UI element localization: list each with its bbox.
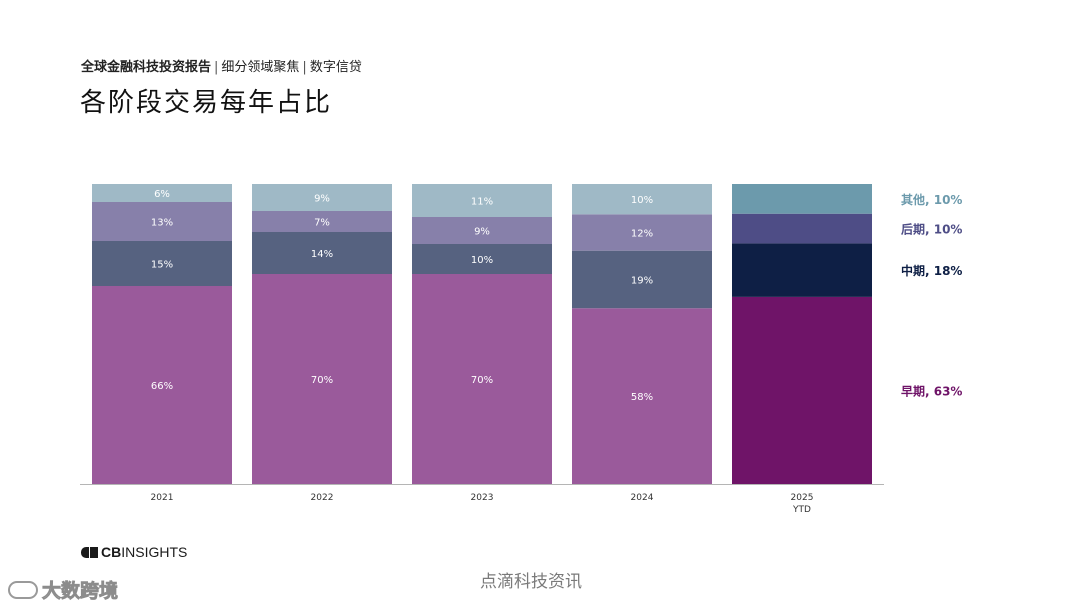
x-tick-label-2023: 2023 (471, 493, 494, 503)
data-label-2024-中期: 19% (631, 275, 653, 286)
data-label-2021-后期: 13% (151, 218, 173, 229)
watermark-left: 大数跨境 (8, 576, 118, 603)
bar-segment-2021-其他 (92, 184, 232, 202)
bar-segment-2024-中期 (572, 250, 712, 309)
bar-segment-2022-其他 (252, 184, 392, 211)
legend-item-中期: 中期, 18% (901, 263, 962, 278)
x-tick-label-2024: 2024 (631, 493, 654, 503)
watermark-icon (8, 580, 38, 599)
x-tick-sublabel-2025: YTD (792, 505, 811, 515)
x-tick-label-2022: 2022 (311, 493, 334, 503)
bar-segment-2025-后期 (732, 213, 872, 244)
bar-segment-2022-后期 (252, 211, 392, 232)
data-label-2021-其他: 6% (154, 189, 170, 200)
data-label-2022-早期: 70% (311, 375, 333, 386)
bar-segment-2025-其他 (732, 184, 872, 214)
bar-segment-2022-早期 (252, 274, 392, 484)
bar-segment-2025-早期 (732, 296, 872, 484)
data-label-2023-其他: 11% (471, 197, 493, 208)
legend-item-其他: 其他, 10% (901, 192, 962, 207)
watermark-left-text: 大数跨境 (42, 580, 119, 603)
data-label-2024-后期: 12% (631, 228, 653, 239)
data-label-2022-后期: 7% (314, 218, 330, 229)
data-label-2021-早期: 66% (151, 381, 173, 392)
data-label-2023-中期: 10% (471, 255, 493, 266)
bar-segment-2023-中期 (412, 244, 552, 274)
report-name: 全球金融科技投资报告 (81, 60, 212, 75)
x-tick-label-2025: 2025 (791, 493, 814, 503)
bar-segment-2021-后期 (92, 202, 232, 241)
cb-insights-logo: CB INSIGHTS (81, 544, 187, 560)
bar-segment-2022-中期 (252, 232, 392, 274)
bar-segment-2024-早期 (572, 308, 712, 484)
data-label-2023-后期: 9% (474, 227, 490, 238)
bar-segment-2023-其他 (412, 184, 552, 217)
data-label-2021-中期: 15% (151, 260, 173, 271)
data-label-2022-中期: 14% (311, 249, 333, 260)
report-breadcrumb: 全球金融科技投资报告 | 细分领域聚焦 | 数字信贷 (81, 56, 362, 75)
bar-segment-2023-后期 (412, 217, 552, 244)
bar-segment-2024-后期 (572, 214, 712, 251)
logo-text-rest: INSIGHTS (121, 544, 188, 560)
bar-segment-2024-其他 (572, 184, 712, 215)
breadcrumb-separator: | (214, 60, 219, 75)
bar-segment-2021-中期 (92, 241, 232, 286)
bar-segment-2021-早期 (92, 286, 232, 484)
logo-text-bold: CB (101, 544, 122, 560)
data-label-2024-其他: 10% (631, 195, 653, 206)
legend-item-后期: 后期, 10% (901, 222, 962, 237)
data-label-2022-其他: 9% (314, 194, 330, 205)
cb-insights-logo-icon (81, 546, 98, 558)
x-tick-label-2021: 2021 (151, 493, 174, 503)
legend-item-早期: 早期, 63% (901, 383, 962, 398)
watermark-center: 点滴科技资讯 (480, 572, 582, 592)
bar-segment-2023-早期 (412, 274, 552, 484)
bar-segment-2025-中期 (732, 243, 872, 297)
report-topic: 数字信贷 (309, 60, 362, 75)
report-section: 细分领域聚焦 (221, 60, 300, 75)
breadcrumb-separator: | (302, 60, 307, 75)
data-label-2023-早期: 70% (471, 375, 493, 386)
data-label-2024-早期: 58% (631, 392, 653, 403)
page-title: 各阶段交易每年占比 (80, 88, 333, 118)
